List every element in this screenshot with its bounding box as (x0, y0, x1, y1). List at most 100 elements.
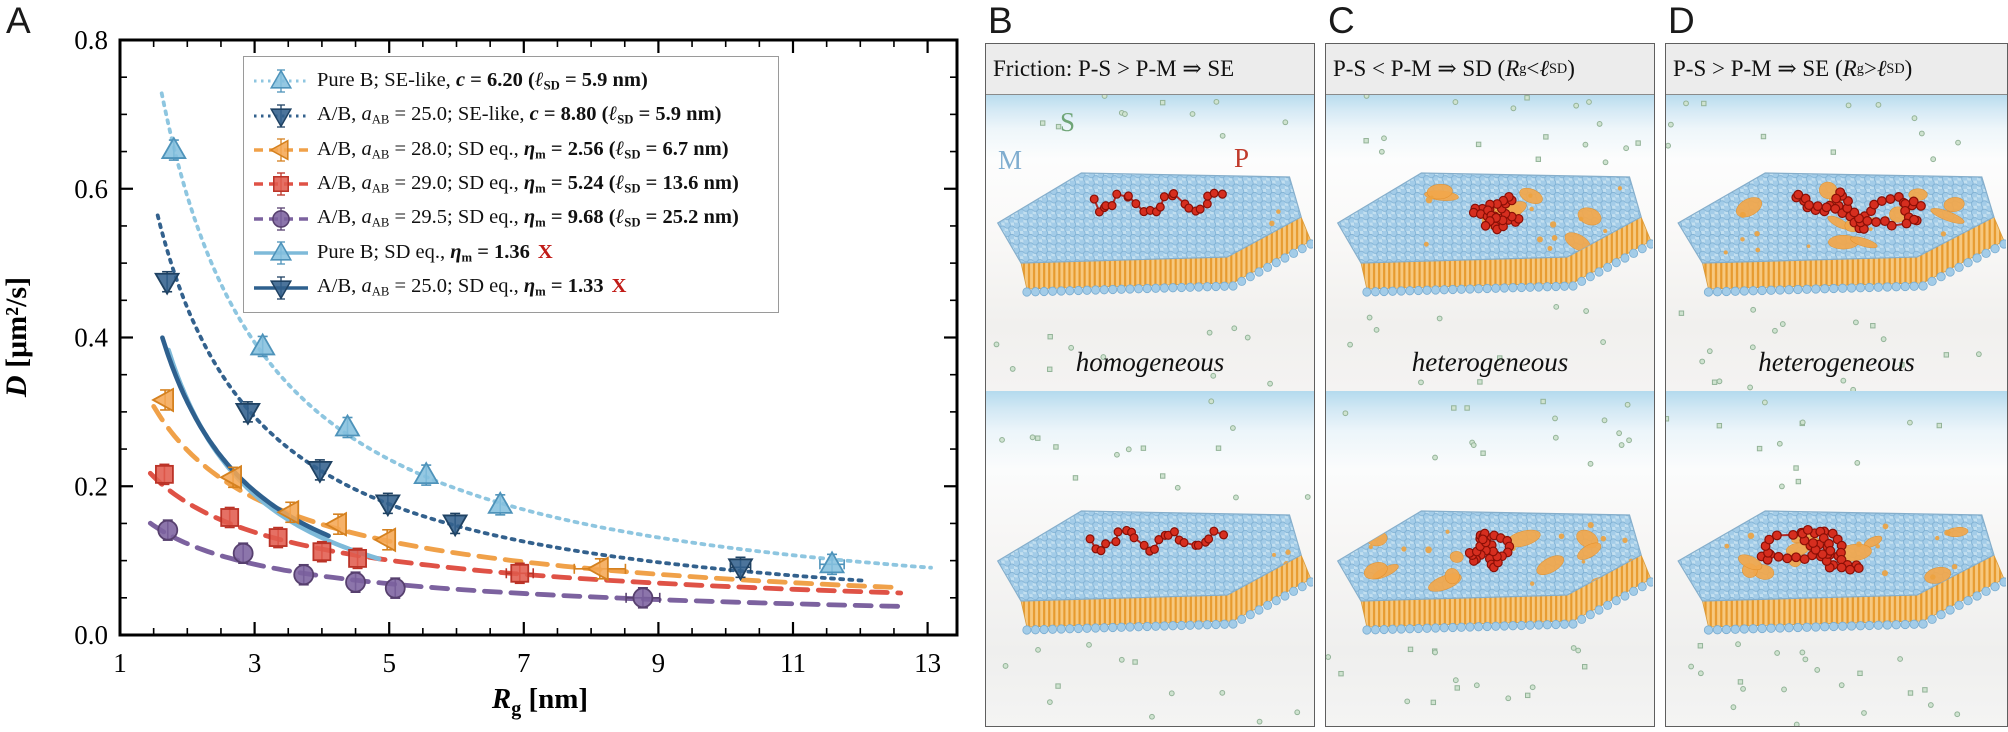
legend-item: A/B, aAB = 25.0; SD eq., ηm = 1.33 X (252, 270, 772, 304)
membrane-scene-drawing (1666, 399, 2006, 726)
data-point-marker (293, 564, 315, 586)
data-point-marker (487, 491, 514, 514)
text-segment: c (529, 103, 539, 126)
text-segment: SD (624, 181, 641, 196)
data-point-marker (373, 527, 397, 553)
data-point-marker (155, 464, 174, 484)
text-segment: A/B, (317, 137, 362, 160)
membrane-patch (1677, 510, 2006, 635)
membrane-patch (996, 172, 1313, 297)
text-segment: = 25.2 nm) (640, 206, 739, 229)
text-segment: = 6.20 ( (465, 68, 535, 91)
data-point-marker (632, 587, 654, 609)
text-segment: ℓ (615, 172, 625, 195)
text-segment: η (523, 275, 536, 298)
text-segment: = 5.9 nm) (633, 103, 722, 126)
text-segment: = 2.56 ( (545, 137, 616, 160)
series-3 (155, 463, 535, 585)
text-segment: η (523, 206, 536, 229)
text-segment: R (1505, 56, 1520, 81)
text-segment: P-S > P-M ⇒ SE ( (1673, 56, 1843, 81)
text-segment: AB (371, 181, 390, 196)
text-segment: P-S < P-M ⇒ SD ( (1333, 56, 1506, 81)
fit-line (147, 470, 904, 596)
legend-marker-sample (254, 103, 308, 128)
text-segment: SD (1886, 60, 1905, 77)
membrane-scene (1326, 391, 1654, 726)
series-0 (160, 136, 846, 576)
polymer-chain (1468, 191, 1524, 235)
data-point-marker (269, 241, 293, 261)
data-point-marker (234, 402, 261, 426)
axes: 1 3 5 7 9 11 130.00.20.40.60.8 (74, 25, 959, 678)
solvent-dots (1326, 398, 1632, 706)
text-segment: a (361, 206, 372, 229)
plot-legend: Pure B; SE-like, c = 6.20 (ℓSD = 5.9 nm)… (243, 56, 779, 313)
legend-item-label: Pure B; SD eq., ηm = 1.36 X (317, 241, 553, 266)
text-segment: = 1.36 (472, 240, 530, 263)
text-segment: ℓ (1539, 56, 1549, 81)
text-segment: m (535, 216, 546, 231)
membrane-phase-caption: heterogeneous (1411, 347, 1569, 377)
legend-item: A/B, aAB = 28.0; SD eq., ηm = 2.56 (ℓSD … (252, 133, 772, 167)
polymer-chain (1464, 528, 1515, 573)
text-segment: Pure B; SD eq., (317, 240, 451, 263)
legend-item-label: Pure B; SE-like, c = 6.20 (ℓSD = 5.9 nm) (317, 69, 648, 94)
legend-item-label: A/B, aAB = 29.5; SD eq., ηm = 9.68 (ℓSD … (317, 206, 739, 231)
text-segment: a (361, 275, 372, 298)
bottom-leaflet-beads (1362, 577, 1653, 635)
y-tick-label: 0.8 (74, 25, 108, 55)
text-segment: Friction: P-S > P-M ⇒ SE (993, 56, 1235, 81)
series-4 (157, 519, 661, 609)
text-segment: SD (624, 216, 641, 231)
data-point-marker (220, 508, 240, 527)
legend-marker-sample (254, 69, 308, 93)
text-segment: η (523, 172, 536, 195)
text-segment: AB (371, 284, 390, 299)
x-tick-label: 11 (780, 648, 806, 678)
panel-body: heterogeneous (1326, 95, 1654, 726)
text-segment: g (1856, 60, 1864, 77)
polymer-label: P (1234, 143, 1250, 173)
text-segment: < (1526, 56, 1540, 81)
solvent-dots (1666, 100, 1982, 391)
membrane-scene (986, 95, 1314, 391)
legend-marker-sample (254, 275, 308, 300)
y-axis-title: D [μm²/s] (0, 277, 33, 398)
data-point-marker (269, 139, 289, 161)
y-tick-label: 0.6 (74, 174, 108, 204)
text-segment: = 25.0; SE-like, (389, 103, 530, 126)
data-point-marker (154, 272, 181, 296)
text-segment: = 5.9 nm) (559, 68, 648, 91)
text-segment: = 13.6 nm) (640, 172, 739, 195)
polymer-chain (1756, 524, 1864, 575)
text-segment: m (535, 284, 546, 299)
legend-marker-sample (254, 241, 308, 265)
panel-body: heterogeneous (1666, 95, 2007, 726)
panel-label-c: C (1328, 0, 1355, 41)
text-segment: = 1.33 (545, 275, 604, 298)
polymer-chain (1085, 525, 1229, 556)
data-point-marker (442, 514, 469, 538)
y-tick-label: 0.2 (74, 471, 108, 501)
text-segment: SD (624, 147, 641, 162)
solvent-label: S (1060, 107, 1076, 137)
data-point-marker (157, 519, 179, 541)
bottom-leaflet-beads (1362, 239, 1653, 297)
x-tick-label: 3 (248, 648, 262, 678)
data-point-marker (374, 494, 401, 518)
text-segment: g (1519, 60, 1527, 77)
text-segment: = 9.68 ( (545, 206, 616, 229)
text-segment: ) (1904, 56, 1913, 81)
text-segment: = 29.5; SD eq., (389, 206, 524, 229)
text-segment: X (537, 240, 553, 263)
data-point-marker (345, 571, 366, 593)
data-point-marker (272, 209, 290, 228)
membrane-patch (1677, 172, 2006, 297)
data-point-marker (818, 550, 846, 574)
membrane-scene-drawing (996, 398, 1313, 725)
legend-item-label: A/B, aAB = 29.0; SD eq., ηm = 5.24 (ℓSD … (317, 172, 739, 197)
legend-item-label: A/B, aAB = 28.0; SD eq., ηm = 2.56 (ℓSD … (317, 138, 729, 163)
